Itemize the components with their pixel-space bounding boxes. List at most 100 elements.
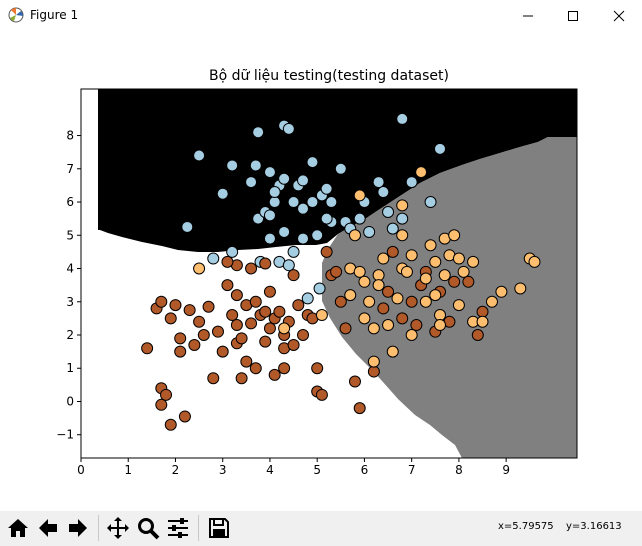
chart-title: Bộ dữ liệu testing(testing dataset) xyxy=(209,68,449,84)
data-point xyxy=(282,259,295,272)
data-point xyxy=(263,166,276,179)
data-point xyxy=(344,289,357,302)
window-title: Figure 1 xyxy=(30,8,79,22)
data-point xyxy=(197,329,210,341)
data-point xyxy=(306,156,319,169)
data-point xyxy=(240,355,253,368)
data-point xyxy=(353,212,366,225)
data-point xyxy=(278,172,291,185)
data-point xyxy=(193,315,206,328)
data-point xyxy=(334,162,347,175)
x-tick-label: 9 xyxy=(502,463,510,477)
figure-canvas[interactable]: Bộ dữ liệu testing(testing dataset) 0 1 2 3… xyxy=(0,31,642,511)
forward-button[interactable] xyxy=(64,514,92,542)
x-tick-label: 2 xyxy=(172,463,180,477)
data-point xyxy=(278,322,291,335)
data-point xyxy=(419,295,432,308)
data-point xyxy=(141,342,154,355)
data-point xyxy=(263,232,276,245)
data-point xyxy=(230,289,243,302)
data-point xyxy=(169,299,182,312)
data-point xyxy=(178,410,191,423)
data-point xyxy=(226,245,239,258)
scatter-points xyxy=(141,112,541,431)
data-point xyxy=(415,166,428,179)
configure-subplots-button[interactable] xyxy=(164,514,192,542)
data-point xyxy=(287,338,300,351)
data-point xyxy=(386,222,399,235)
data-point xyxy=(386,345,399,358)
data-point xyxy=(353,265,366,278)
data-point xyxy=(358,312,371,325)
data-point xyxy=(160,388,173,401)
back-button[interactable] xyxy=(34,514,62,542)
data-point xyxy=(367,355,380,368)
data-point xyxy=(287,269,300,282)
data-point xyxy=(164,418,177,431)
data-point xyxy=(514,282,527,295)
data-point xyxy=(372,176,385,189)
data-point xyxy=(400,265,413,278)
data-point xyxy=(315,388,328,401)
x-tick-label: 8 xyxy=(455,463,463,477)
maximize-icon xyxy=(568,10,578,21)
data-point xyxy=(268,186,281,199)
close-button[interactable] xyxy=(596,0,642,31)
data-point xyxy=(353,189,366,202)
data-point xyxy=(311,362,324,375)
data-point xyxy=(438,269,451,282)
data-point xyxy=(259,305,272,318)
data-point xyxy=(313,282,326,295)
maximize-button[interactable] xyxy=(550,0,596,31)
navigation-toolbar: x=5.79575 y=3.16613 xyxy=(0,511,642,546)
y-tick-label: 1 xyxy=(66,361,74,375)
data-point xyxy=(434,319,447,332)
zoom-button[interactable] xyxy=(134,514,162,542)
data-point xyxy=(155,295,168,308)
data-point xyxy=(216,345,229,358)
data-point xyxy=(448,275,461,288)
data-point xyxy=(292,299,305,312)
data-point xyxy=(372,279,385,292)
data-point xyxy=(263,285,276,298)
data-point xyxy=(306,196,319,209)
data-point xyxy=(311,229,324,242)
data-point xyxy=(320,212,333,225)
title-bar: Figure 1 xyxy=(0,0,642,31)
data-point xyxy=(320,245,333,258)
data-point xyxy=(325,196,338,209)
data-point xyxy=(452,299,465,312)
data-point xyxy=(207,372,220,385)
y-tick-label: −1 xyxy=(56,428,74,442)
data-point xyxy=(382,206,395,218)
data-point xyxy=(396,212,409,225)
chart-svg[interactable]: Bộ dữ liệu testing(testing dataset) 0 1 2 3… xyxy=(0,31,642,511)
x-axis: 0 1 2 3 4 5 6 7 8 9 xyxy=(77,458,510,477)
data-point xyxy=(278,225,291,238)
save-button[interactable] xyxy=(205,514,233,542)
data-point xyxy=(339,322,352,335)
home-button[interactable] xyxy=(4,514,32,542)
data-point xyxy=(259,257,272,270)
data-point xyxy=(320,182,333,195)
data-point xyxy=(268,368,281,381)
y-tick-label: 3 xyxy=(66,295,74,309)
y-tick-label: 5 xyxy=(66,228,74,242)
data-point xyxy=(282,122,295,135)
data-point xyxy=(434,142,447,155)
y-tick-label: 2 xyxy=(66,328,74,342)
minimize-button[interactable] xyxy=(505,0,551,31)
data-point xyxy=(249,159,262,172)
axes-frame xyxy=(80,88,578,459)
arrow-left-icon xyxy=(39,519,57,537)
y-tick-label: 6 xyxy=(66,195,74,209)
data-point xyxy=(348,375,361,388)
x-tick-label: 5 xyxy=(313,463,321,477)
magnifier-icon xyxy=(138,518,160,540)
sliders-icon xyxy=(168,518,188,538)
data-point xyxy=(367,365,380,378)
arrow-right-icon xyxy=(69,519,87,537)
pan-button[interactable] xyxy=(104,514,132,542)
data-point xyxy=(396,112,409,125)
data-point xyxy=(424,239,437,252)
